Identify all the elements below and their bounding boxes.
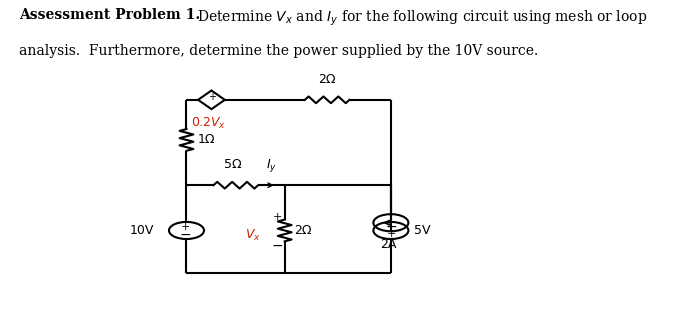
Text: 2Ω: 2Ω	[319, 73, 336, 86]
Text: Assessment Problem 1.: Assessment Problem 1.	[19, 8, 201, 23]
Text: 0.2$V_x$: 0.2$V_x$	[191, 116, 226, 131]
Text: 5Ω: 5Ω	[225, 158, 242, 171]
Text: 10V: 10V	[129, 224, 153, 237]
Text: Determine $V_x$ and $I_y$ for the following circuit using mesh or loop: Determine $V_x$ and $I_y$ for the follow…	[197, 8, 647, 28]
Text: 1Ω: 1Ω	[198, 133, 216, 146]
Text: +: +	[273, 212, 282, 222]
Text: −: −	[179, 227, 191, 241]
Text: $I_y$: $I_y$	[266, 157, 277, 174]
Text: −: −	[271, 239, 283, 253]
Text: +: +	[387, 229, 396, 239]
Text: 5V: 5V	[414, 224, 430, 237]
Text: +: +	[181, 222, 190, 232]
Text: +: +	[208, 92, 216, 102]
Text: analysis.  Furthermore, determine the power supplied by the 10V source.: analysis. Furthermore, determine the pow…	[19, 44, 538, 58]
Text: −: −	[386, 220, 397, 234]
Text: 2A: 2A	[380, 238, 397, 251]
Text: $V_x$: $V_x$	[245, 228, 261, 243]
Text: 2Ω: 2Ω	[295, 224, 312, 237]
